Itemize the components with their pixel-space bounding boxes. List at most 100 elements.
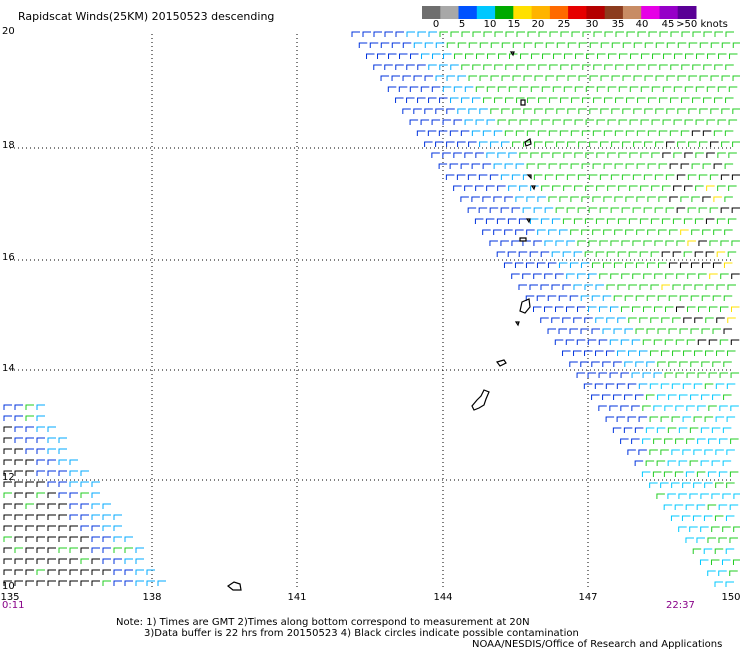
wind-barb <box>547 328 557 334</box>
wind-barb <box>460 130 470 136</box>
wind-barb <box>91 492 100 498</box>
wind-barb <box>585 185 594 191</box>
wind-barb <box>471 130 481 136</box>
wind-barb <box>725 548 735 554</box>
wind-barb <box>704 383 714 389</box>
wind-barb <box>449 163 459 169</box>
lat-label-16: 16 <box>2 252 15 263</box>
wind-barb <box>577 174 587 180</box>
wind-barb <box>699 108 708 114</box>
wind-barb <box>475 185 484 191</box>
wind-barb <box>366 53 375 59</box>
wind-barb <box>416 130 426 136</box>
wind-barb <box>443 53 452 59</box>
wind-barb <box>91 580 100 586</box>
wind-barb <box>634 460 644 466</box>
colorbar-swatch <box>549 6 569 19</box>
wind-barb <box>727 251 737 257</box>
wind-barb <box>628 350 637 356</box>
wind-barb <box>500 174 510 180</box>
wind-barb <box>507 251 517 257</box>
wind-barb <box>555 240 564 246</box>
wind-barb <box>633 108 642 114</box>
wind-barb <box>692 548 702 554</box>
wind-barb <box>358 42 368 48</box>
wind-barb <box>582 31 591 37</box>
wind-barb <box>552 119 562 125</box>
wind-barb <box>693 482 702 488</box>
wind-barb <box>613 394 622 400</box>
wind-barb <box>612 427 622 433</box>
colorbar-swatches <box>422 6 697 19</box>
wind-barb <box>580 361 589 367</box>
wind-barb <box>639 251 649 257</box>
wind-barb <box>549 97 558 103</box>
wind-barb <box>578 108 587 114</box>
wind-barb <box>575 53 584 59</box>
colorbar-swatch <box>440 6 460 19</box>
wind-barb <box>604 97 613 103</box>
wind-barb <box>421 53 430 59</box>
wind-barb <box>417 97 426 103</box>
wind-barb <box>591 361 600 367</box>
wind-barb <box>668 394 677 400</box>
wind-barb <box>664 339 674 345</box>
wind-barb <box>3 569 12 575</box>
wind-barb <box>577 273 586 279</box>
wind-barb <box>638 383 648 389</box>
wind-barb <box>664 372 674 378</box>
wind-barb <box>650 218 660 224</box>
wind-barb <box>91 547 100 553</box>
wind-barb <box>14 415 23 421</box>
wind-barb <box>729 570 738 576</box>
wind-barb <box>36 569 45 575</box>
colorbar-swatch <box>622 6 642 19</box>
pagan-outline <box>524 138 532 147</box>
wind-barb <box>621 207 631 213</box>
wind-barb <box>424 108 433 114</box>
wind-barb <box>698 240 707 246</box>
wind-barb <box>641 471 651 477</box>
wind-barb <box>516 31 525 37</box>
wind-barb <box>573 251 583 257</box>
wind-barb <box>701 295 711 301</box>
wind-barb <box>58 437 67 443</box>
wind-barb <box>706 185 715 191</box>
wind-barb <box>562 251 572 257</box>
wind-barb <box>475 119 485 125</box>
wind-barb <box>715 482 724 488</box>
wind-barb <box>498 53 507 59</box>
wind-barb <box>681 97 690 103</box>
wind-barb <box>490 42 500 48</box>
wind-barb <box>351 31 360 37</box>
wind-barb <box>501 108 510 114</box>
wind-barb <box>685 471 695 477</box>
lat-label-18: 18 <box>2 140 15 151</box>
wind-barb <box>398 86 408 92</box>
wind-barb <box>124 569 133 575</box>
wind-barb <box>512 141 521 147</box>
wind-barb <box>497 119 507 125</box>
wind-barb <box>391 75 401 81</box>
wind-barb <box>544 240 553 246</box>
wind-barb <box>602 361 611 367</box>
wind-barb <box>718 471 728 477</box>
wind-barb <box>729 471 739 477</box>
wind-barb <box>607 152 616 158</box>
wind-barb <box>540 284 549 290</box>
wind-barb <box>512 42 522 48</box>
wind-barb <box>691 196 700 202</box>
wind-barb <box>655 108 664 114</box>
wind-barb <box>629 119 639 125</box>
wind-barb <box>534 75 544 81</box>
wind-barb <box>428 64 437 70</box>
colorbar-swatch <box>677 6 697 19</box>
wind-barb <box>656 427 666 433</box>
wind-barb <box>566 306 575 312</box>
wind-barb <box>562 317 571 323</box>
wind-barb <box>468 108 477 114</box>
rota-outline <box>495 359 507 367</box>
wind-barb <box>369 42 379 48</box>
wind-barb <box>25 492 34 498</box>
wind-barb <box>690 394 699 400</box>
